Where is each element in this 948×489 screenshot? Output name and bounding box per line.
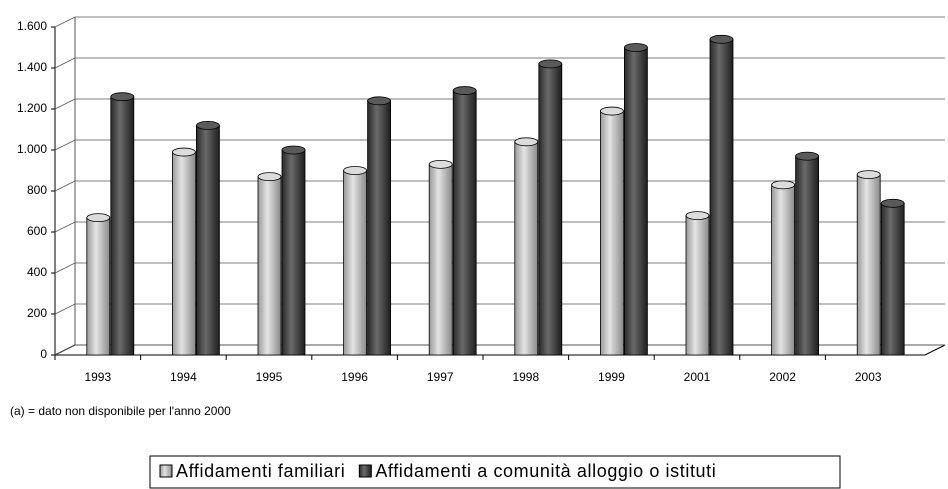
bar [624, 47, 648, 356]
x-tick-label: 2001 [684, 370, 711, 384]
y-tick-label: 1.400 [17, 60, 47, 74]
y-tick-label: 200 [27, 306, 47, 320]
bar-top [86, 213, 111, 223]
bar-top [709, 34, 734, 44]
y-tick-label: 400 [27, 265, 47, 279]
grid-line [54, 221, 945, 233]
legend-swatch [358, 464, 372, 478]
bar-top [880, 198, 905, 208]
annotation: (a) = dato non disponibile per l'anno 20… [10, 404, 231, 418]
bar [771, 184, 795, 356]
x-tick-label: 2002 [769, 370, 796, 384]
x-tick-label: 1993 [84, 370, 111, 384]
grid-line [54, 98, 945, 110]
legend-label: Affidamenti familiari [176, 461, 345, 481]
y-tick-label: 1.600 [17, 19, 47, 33]
y-tick-label: 800 [27, 183, 47, 197]
grid-line [54, 303, 945, 315]
legend-box [149, 455, 841, 489]
y-tick-label: 1.200 [17, 101, 47, 115]
bar [428, 163, 453, 356]
bar [257, 176, 282, 356]
x-tick-label: 1998 [512, 370, 539, 384]
x-tick-label: 2003 [855, 370, 882, 384]
bar-top [856, 170, 881, 180]
bar-top [771, 180, 795, 190]
grid-line [54, 57, 945, 69]
bar [856, 174, 881, 356]
bar-top [600, 106, 624, 116]
legend-label: Affidamenti a comunità alloggio o istitu… [375, 461, 716, 481]
bar-top [281, 145, 306, 155]
x-tick-label: 1999 [598, 370, 625, 384]
bar-top [428, 159, 453, 169]
bar [171, 151, 196, 356]
bar [86, 217, 111, 356]
bar [795, 155, 819, 356]
bar [685, 215, 710, 356]
bar-top [538, 59, 563, 69]
bar-top [795, 151, 819, 161]
y-tick-label: 1.000 [17, 142, 47, 156]
bar-top [367, 96, 392, 106]
x-tick-label: 1996 [341, 370, 368, 384]
grid-line [54, 139, 945, 151]
bar [538, 63, 563, 356]
bar [880, 202, 905, 356]
bar-top [171, 147, 196, 157]
y-tick-label: 0 [40, 347, 47, 361]
bar-top [195, 121, 220, 130]
bar [343, 170, 368, 356]
legend-swatch [159, 464, 173, 478]
bar [709, 38, 734, 356]
bar-top [514, 137, 539, 147]
bar-top [343, 166, 368, 175]
bar [367, 100, 392, 356]
grid-line [54, 180, 945, 192]
grid-line [54, 262, 945, 274]
bar-top [452, 86, 477, 95]
grid-line [54, 16, 945, 28]
bar [600, 110, 624, 356]
bar [110, 96, 135, 356]
x-tick-label: 1997 [427, 370, 454, 384]
bar [195, 125, 220, 356]
bar [452, 90, 477, 356]
y-tick-label: 600 [27, 224, 47, 238]
bar-top [110, 92, 135, 102]
bar [281, 149, 306, 356]
bar [514, 141, 539, 356]
x-tick-label: 1994 [170, 370, 197, 384]
x-tick-label: 1995 [256, 370, 283, 384]
bar-top [685, 211, 710, 221]
bar-top [257, 172, 282, 182]
grid-line [54, 344, 945, 356]
bar-top [624, 43, 648, 52]
